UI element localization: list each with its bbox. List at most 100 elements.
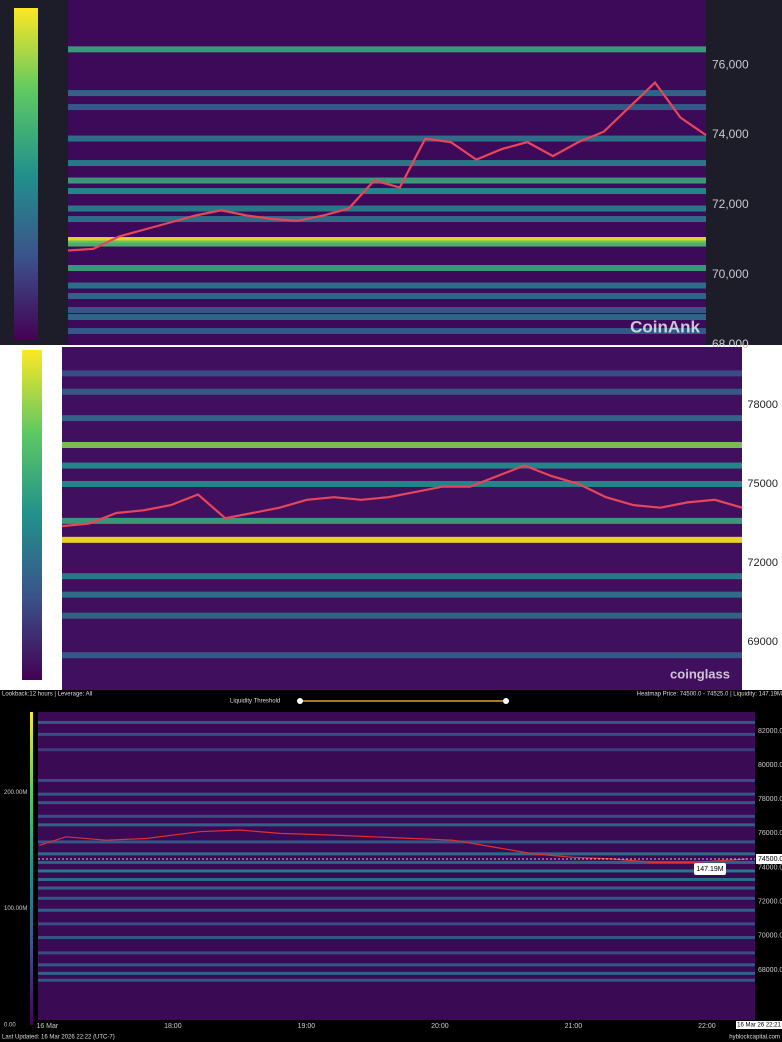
- heat-band: [68, 328, 706, 335]
- y-tick-label: 76,000: [712, 57, 749, 71]
- watermark: coinglass: [670, 666, 730, 681]
- heat-band: [62, 573, 742, 580]
- heat-band: [68, 160, 706, 167]
- heat-band: [62, 442, 742, 448]
- heat-band: [68, 237, 706, 244]
- colorbar-label: 100.00M: [4, 906, 27, 912]
- heat-band: [38, 814, 755, 818]
- heat-band: [68, 188, 706, 195]
- heat-band: [38, 840, 755, 844]
- price-tag-bg: [756, 854, 782, 864]
- header-left: Lookback:12 hours | Leverage: All: [2, 692, 92, 698]
- y-tick-label: 69000: [747, 636, 778, 648]
- heat-band: [68, 177, 706, 184]
- heat-band: [62, 612, 742, 619]
- heat-band: [68, 293, 706, 300]
- heat-band: [38, 922, 755, 926]
- heat-band: [38, 936, 755, 940]
- heat-band: [38, 852, 755, 856]
- heat-band: [62, 517, 742, 524]
- y-tick-label: 82000.0: [758, 728, 782, 735]
- heat-band: [38, 951, 755, 955]
- time-label: 16 Mar 26 22:21: [737, 1023, 781, 1029]
- heat-band: [38, 971, 755, 975]
- slider-handle[interactable]: [297, 698, 303, 704]
- heat-band: [62, 462, 742, 469]
- slider-handle[interactable]: [503, 698, 509, 704]
- y-tick-label: 72000.0: [758, 899, 782, 906]
- heat-band: [38, 978, 755, 982]
- y-tick-label: 72000: [747, 557, 778, 569]
- x-tick-label: 19:00: [298, 1023, 316, 1030]
- footer-updated: Last Updated: 16 Mar 2026 22:22 (UTC-7): [2, 1035, 115, 1041]
- heat-band: [68, 314, 706, 321]
- heat-band: [68, 135, 706, 142]
- heat-band: [38, 732, 755, 736]
- heat-band: [62, 480, 742, 487]
- watermark: CoinAnk: [630, 317, 700, 336]
- x-tick-label: 22:00: [698, 1023, 716, 1030]
- x-tick-label: 20:00: [431, 1023, 449, 1030]
- heat-band: [38, 801, 755, 805]
- y-tick-label: 74000.0: [758, 864, 782, 871]
- colorbar-label: 0.00: [4, 1023, 16, 1029]
- heat-band: [38, 823, 755, 827]
- liquidity-tag: 147.19M: [696, 866, 723, 873]
- colorbar: [30, 712, 33, 1025]
- heat-band: [62, 415, 742, 422]
- heat-band: [62, 370, 742, 377]
- heat-band: [68, 307, 706, 314]
- heat-band: [38, 778, 755, 782]
- x-tick-label: 18:00: [164, 1023, 182, 1030]
- heat-band: [62, 652, 742, 659]
- price-line: [67, 80, 707, 252]
- heat-band: [68, 46, 706, 53]
- heat-band: [68, 282, 706, 289]
- y-tick-label: 72,000: [712, 197, 749, 211]
- colorbar-label: 200.00M: [4, 790, 27, 796]
- price-line: [61, 464, 743, 528]
- y-tick-label: 75000: [747, 478, 778, 490]
- heat-band: [62, 388, 742, 395]
- y-tick-label: 80000.0: [758, 762, 782, 769]
- plot-bg: [38, 712, 755, 1020]
- heat-band: [38, 886, 755, 890]
- liquidity-tag-bg: [694, 863, 726, 875]
- heat-band: [68, 240, 706, 247]
- heat-band: [68, 265, 706, 272]
- heat-band: [62, 591, 742, 598]
- footer-source: hyblockcapital.com: [729, 1035, 780, 1041]
- heat-band: [38, 908, 755, 912]
- heat-band: [38, 963, 755, 967]
- heat-band: [68, 90, 706, 97]
- y-tick-label: 70000.0: [758, 933, 782, 940]
- heat-band: [68, 205, 706, 212]
- heat-band: [68, 216, 706, 223]
- y-tick-label: 74,000: [712, 127, 749, 141]
- y-tick-label: 70,000: [712, 267, 749, 281]
- time-box: [736, 1021, 782, 1029]
- heat-band: [38, 720, 755, 724]
- heat-band: [38, 792, 755, 796]
- heat-band: [38, 860, 755, 864]
- y-tick-label: 68000.0: [758, 967, 782, 974]
- y-tick-label: 76000.0: [758, 830, 782, 837]
- header-right: Heatmap Price: 74500.0 - 74525.0 | Liqui…: [637, 692, 782, 698]
- threshold-label: Liquidity Threshold: [230, 699, 280, 705]
- price-tag: 74500.0: [758, 856, 782, 863]
- heat-band: [38, 869, 755, 873]
- heat-band: [38, 748, 755, 752]
- y-tick-label: 78000: [747, 399, 778, 411]
- heat-band: [38, 896, 755, 900]
- colorbar: [14, 8, 38, 340]
- x-tick-label: 16 Mar: [36, 1023, 58, 1030]
- heat-band: [68, 104, 706, 111]
- heat-band: [62, 536, 742, 543]
- y-tick-label: 78000.0: [758, 796, 782, 803]
- heat-band: [38, 877, 755, 881]
- price-line: [39, 829, 748, 864]
- x-tick-label: 21:00: [565, 1023, 583, 1030]
- colorbar: [22, 350, 42, 680]
